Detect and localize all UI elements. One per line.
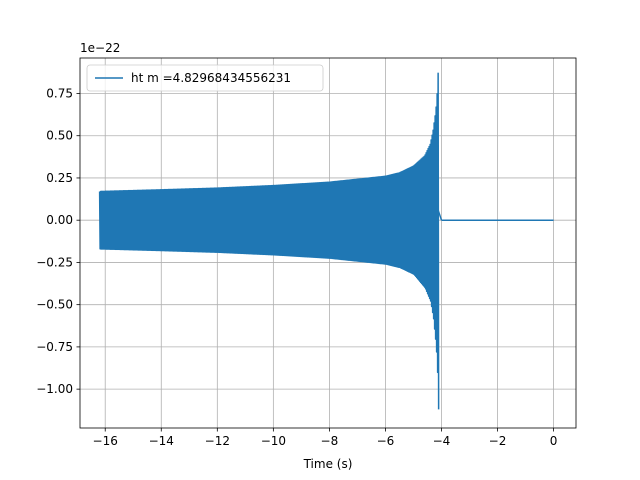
y-tick-label: 0.75 bbox=[46, 86, 73, 100]
x-tick-label: −12 bbox=[205, 434, 230, 448]
x-tick-label: −16 bbox=[93, 434, 118, 448]
x-tick-label: 0 bbox=[550, 434, 558, 448]
x-tick-label: −6 bbox=[377, 434, 395, 448]
y-axis-ticks: −1.00 −0.75 −0.50 −0.25 0.00 0.25 0.50 0.75 bbox=[36, 86, 80, 396]
legend-box bbox=[86, 64, 324, 92]
legend-label: ht m =4.82968434556231 bbox=[131, 71, 291, 85]
waveform-inspiral bbox=[98, 72, 440, 410]
y-tick-label: −0.75 bbox=[36, 340, 73, 354]
y-tick-label: −0.25 bbox=[36, 255, 73, 269]
x-tick-label: −2 bbox=[489, 434, 507, 448]
x-tick-label: −4 bbox=[433, 434, 451, 448]
y-tick-label: 0.25 bbox=[46, 171, 73, 185]
x-tick-label: −14 bbox=[149, 434, 174, 448]
x-axis-ticks: −16 −14 −12 −10 −8 −6 −4 −2 0 bbox=[93, 428, 558, 448]
x-tick-label: −10 bbox=[261, 434, 286, 448]
y-tick-label: −0.50 bbox=[36, 298, 73, 312]
y-tick-label: 0.50 bbox=[46, 129, 73, 143]
legend: ht m =4.82968434556231 bbox=[86, 64, 324, 92]
y-offset-text: 1e−22 bbox=[80, 41, 120, 55]
x-axis-label: Time (s) bbox=[303, 457, 353, 471]
y-tick-label: −1.00 bbox=[36, 382, 73, 396]
plot-area bbox=[98, 72, 554, 410]
waveform-ringdown bbox=[437, 209, 443, 221]
x-tick-label: −8 bbox=[321, 434, 339, 448]
axes-frame bbox=[79, 57, 577, 429]
y-tick-label: 0.00 bbox=[46, 213, 73, 227]
